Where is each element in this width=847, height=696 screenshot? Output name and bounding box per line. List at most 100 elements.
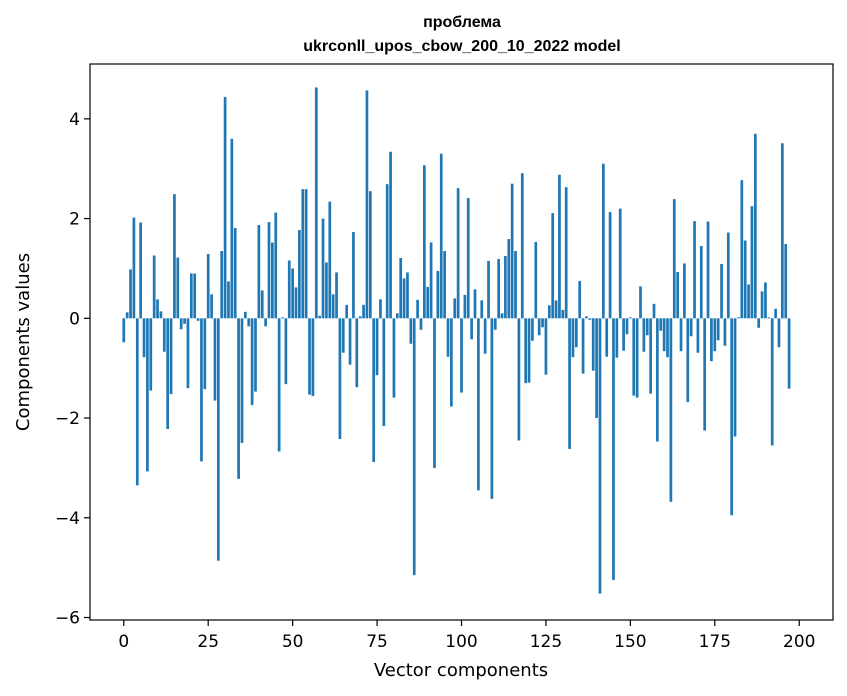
bar-23 xyxy=(200,318,203,462)
bar-1 xyxy=(125,312,129,319)
bar-87 xyxy=(416,299,419,319)
y-tick-label: 2 xyxy=(69,210,80,230)
bar-2 xyxy=(129,269,132,319)
bar-33 xyxy=(233,228,237,319)
x-tick-label: 75 xyxy=(366,632,388,652)
bar-22 xyxy=(196,318,200,321)
bar-117 xyxy=(517,318,521,441)
bar-126 xyxy=(547,305,551,319)
bar-83 xyxy=(402,278,406,319)
bar-138 xyxy=(588,318,592,320)
bar-112 xyxy=(500,313,504,319)
bar-151 xyxy=(632,318,636,396)
bar-183 xyxy=(740,180,744,319)
bar-110 xyxy=(493,318,497,330)
bar-65 xyxy=(341,318,345,353)
y-tick-label: −6 xyxy=(55,609,80,629)
bar-105 xyxy=(477,318,480,491)
bar-54 xyxy=(304,189,308,319)
bar-124 xyxy=(541,318,544,328)
x-tick-label: 175 xyxy=(699,632,731,652)
bar-27 xyxy=(213,318,217,401)
bar-128 xyxy=(554,300,558,319)
bar-114 xyxy=(507,239,511,319)
bar-0 xyxy=(122,318,126,343)
bar-127 xyxy=(551,213,555,319)
bar-36 xyxy=(244,311,247,319)
bar-13 xyxy=(166,318,170,430)
bar-97 xyxy=(450,318,453,407)
bars-group xyxy=(122,87,791,594)
bar-196 xyxy=(784,244,788,319)
bar-180 xyxy=(730,318,734,516)
bar-11 xyxy=(159,311,163,319)
x-tick-label: 150 xyxy=(614,632,646,652)
bar-62 xyxy=(331,294,335,319)
bar-179 xyxy=(726,232,730,319)
bar-155 xyxy=(645,318,649,336)
bar-76 xyxy=(379,299,382,319)
bar-147 xyxy=(618,208,622,319)
bar-107 xyxy=(483,318,487,354)
bar-130 xyxy=(561,309,565,319)
bar-170 xyxy=(696,318,700,353)
bar-71 xyxy=(362,304,365,319)
bar-4 xyxy=(135,318,139,486)
bar-19 xyxy=(186,318,190,389)
bar-16 xyxy=(176,257,180,319)
y-tick-label: 0 xyxy=(69,309,80,329)
bar-82 xyxy=(399,257,403,319)
bar-81 xyxy=(395,313,399,319)
bar-104 xyxy=(473,289,477,319)
bar-49 xyxy=(287,260,291,319)
bar-39 xyxy=(254,318,257,392)
bar-9 xyxy=(152,255,156,319)
x-axis-ticks: 0 25 50 75 100 125 150 175 200 xyxy=(118,620,815,652)
bar-181 xyxy=(733,318,737,437)
bar-157 xyxy=(652,303,656,319)
bar-26 xyxy=(210,294,213,319)
bar-80 xyxy=(392,318,396,398)
bar-34 xyxy=(237,318,240,479)
bar-38 xyxy=(250,318,254,406)
bar-136 xyxy=(581,318,585,374)
bar-173 xyxy=(706,221,710,319)
bar-43 xyxy=(267,222,271,319)
bar-79 xyxy=(389,151,392,319)
bar-51 xyxy=(294,287,298,319)
bar-47 xyxy=(281,317,284,319)
bar-8 xyxy=(149,318,153,391)
bar-129 xyxy=(558,174,561,319)
bar-67 xyxy=(348,318,352,365)
bar-133 xyxy=(571,318,575,358)
bar-24 xyxy=(203,318,207,390)
bar-32 xyxy=(230,138,234,319)
bar-72 xyxy=(365,90,369,319)
bar-123 xyxy=(537,318,541,336)
bar-77 xyxy=(382,318,386,427)
x-axis-label: Vector components xyxy=(374,660,548,681)
bar-78 xyxy=(385,184,389,319)
x-tick-label: 125 xyxy=(530,632,562,652)
bar-58 xyxy=(318,315,321,319)
bar-135 xyxy=(578,280,582,319)
bar-191 xyxy=(767,317,771,319)
bar-84 xyxy=(406,272,409,319)
bar-120 xyxy=(527,318,531,383)
bar-102 xyxy=(466,198,470,319)
bar-106 xyxy=(480,300,484,319)
bar-140 xyxy=(595,318,598,419)
bar-50 xyxy=(291,268,294,319)
bar-172 xyxy=(703,318,707,431)
bar-159 xyxy=(659,318,663,331)
bar-92 xyxy=(433,318,436,468)
bar-171 xyxy=(699,246,703,319)
x-tick-label: 25 xyxy=(197,632,219,652)
bar-48 xyxy=(284,318,288,385)
bar-70 xyxy=(358,316,362,319)
x-tick-label: 50 xyxy=(282,632,304,652)
bar-189 xyxy=(760,291,764,319)
bar-193 xyxy=(774,308,777,319)
bar-139 xyxy=(591,318,595,371)
